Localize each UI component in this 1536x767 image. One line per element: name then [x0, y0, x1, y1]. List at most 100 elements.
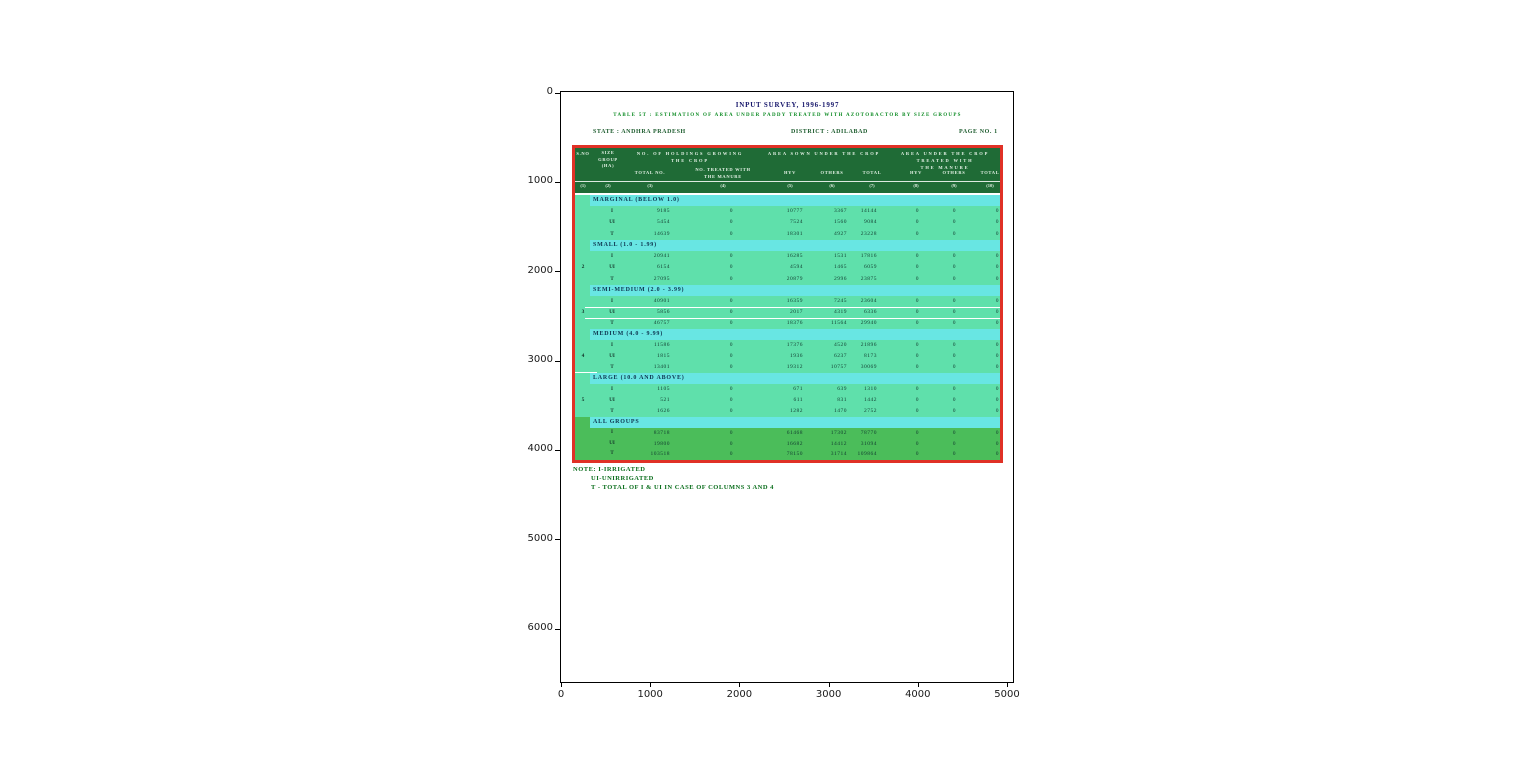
cell-value: 4594 — [790, 264, 803, 271]
cell-value: 0 — [729, 397, 733, 403]
y-tick-mark — [555, 539, 560, 541]
cell-value: 1470 — [834, 408, 847, 414]
x-tick-mark — [828, 682, 830, 687]
cell-value: 639 — [837, 386, 847, 392]
table-row: T 46757 0 18376 11564 29940 0 0 0 — [575, 318, 1000, 329]
note-line-1: NOTE: I-IRRIGATED — [573, 466, 646, 473]
row-separator — [585, 306, 1000, 308]
table-row: UI 5454 0 7524 1560 9084 0 0 0 — [575, 217, 1000, 228]
cell-value: 9084 — [864, 219, 877, 226]
x-tick-label: 4000 — [905, 689, 931, 700]
cell-value: 0 — [915, 397, 919, 403]
cell-value: 1560 — [834, 219, 847, 226]
x-tick-label: 3000 — [815, 689, 842, 700]
cell-value: 6237 — [834, 353, 847, 359]
y-tick-label: 5000 — [527, 532, 553, 544]
cell-value: 19312 — [786, 364, 803, 370]
irrigation-status-label: T — [610, 365, 614, 370]
table-row: T 1626 0 1282 1470 2752 0 0 0 — [575, 406, 1000, 417]
cell-value: 0 — [952, 408, 956, 414]
y-tick-mark — [555, 271, 560, 273]
cell-value: 0 — [995, 364, 999, 370]
irrigation-status-label: UI — [609, 398, 615, 403]
x-tick-mark — [1007, 682, 1008, 687]
size-group-band: MEDIUM (4.0 - 9.99) — [590, 329, 1000, 340]
cell-value: 0 — [729, 219, 733, 226]
cell-value: 9185 — [657, 208, 670, 214]
cell-value: 0 — [729, 264, 733, 271]
irrigation-status-label: I — [611, 430, 613, 435]
cell-value: 1282 — [790, 408, 803, 414]
cell-value: 0 — [915, 364, 919, 370]
table-row: UI 1815 0 1936 6237 8173 0 0 0 — [575, 351, 1000, 362]
table-row: T 103518 0 78150 31714 109864 0 0 0 — [575, 449, 1000, 460]
cell-value: 0 — [952, 230, 956, 237]
y-tick-mark — [555, 449, 560, 451]
irrigation-status-label: I — [611, 254, 613, 259]
size-group-block: LARGE (10.0 AND ABOVE) 5 I 1105 0 671 639 1310 0… — [575, 371, 1000, 417]
cell-value: 13401 — [653, 364, 670, 370]
cell-value: 46757 — [653, 320, 670, 326]
cell-value: 109864 — [857, 451, 877, 458]
size-group-block: SMALL (1.0 - 1.99) 2 I 20941 0 16285 1531 17816… — [575, 240, 1000, 285]
cell-value: 6154 — [657, 264, 670, 271]
cell-value: 0 — [915, 430, 919, 436]
document-title: INPUT SURVEY, 1996-1997 — [735, 101, 840, 109]
cell-value: 3367 — [834, 208, 847, 214]
cell-value: 10777 — [786, 208, 803, 214]
y-tick-label: 1000 — [527, 175, 553, 187]
irrigation-status-label: T — [610, 409, 614, 414]
header-sub-col: OTHERS — [820, 170, 844, 175]
header-holdings-group: NO. OF HOLDINGS GROWING THE CROP — [636, 151, 744, 163]
cell-value: 4520 — [834, 342, 847, 348]
table-row: T 14639 0 18301 4927 23228 0 0 0 — [575, 229, 1000, 240]
cell-value: 103518 — [650, 451, 670, 458]
cell-value: 0 — [729, 386, 733, 392]
document-subtitle: TABLE 5T : ESTIMATION OF AREA UNDER PADD… — [613, 113, 962, 118]
y-tick-label: 6000 — [527, 622, 553, 633]
cell-value: 0 — [995, 397, 999, 403]
serial-number: 4 — [581, 353, 585, 359]
cell-value: 0 — [729, 275, 733, 282]
header-area-sown-group: AREA SOWN UNDER THE CROP — [767, 151, 881, 156]
cell-value: 1310 — [864, 386, 877, 392]
column-number: (8) — [913, 183, 919, 188]
table-row: I 40901 0 16359 7245 23604 0 0 0 — [575, 296, 1000, 307]
cell-value: 0 — [995, 386, 999, 392]
x-tick-mark — [739, 682, 741, 687]
size-group-band: SEMI-MEDIUM (2.0 - 3.99) — [590, 285, 1000, 296]
cell-value: 0 — [915, 320, 919, 326]
cell-value: 16285 — [786, 253, 803, 259]
size-group-label: LARGE (10.0 AND ABOVE) — [593, 375, 685, 381]
size-group-block: ALL GROUPS I 83718 0 61468 17302 78770 0 0 0 UI 198… — [575, 417, 1000, 460]
cell-value: 19800 — [653, 440, 670, 447]
partial-separator — [575, 371, 597, 373]
district-label: DISTRICT : ADILABAD — [791, 129, 868, 135]
cell-value: 0 — [995, 298, 999, 304]
header-sub-col: HYV — [909, 170, 923, 175]
y-tick-label: 0 — [546, 86, 553, 97]
cell-value: 0 — [729, 230, 733, 237]
cell-value: 0 — [729, 451, 733, 458]
y-tick-label: 2000 — [527, 264, 553, 276]
cell-value: 0 — [729, 253, 733, 259]
x-tick-mark — [917, 682, 919, 687]
y-tick-mark — [555, 628, 560, 630]
cell-value: 61468 — [786, 430, 803, 436]
cell-value: 0 — [729, 309, 733, 315]
cell-value: 0 — [915, 309, 919, 315]
cell-value: 0 — [995, 353, 999, 359]
x-tick-label: 2000 — [726, 689, 753, 700]
table-header: S.NO SIZE GROUP (HA) NO. OF HOLDINGS GROWING… — [575, 148, 1000, 193]
table-row: T 13401 0 19312 10757 30069 0 0 0 — [575, 362, 1000, 373]
cell-value: 0 — [952, 364, 956, 370]
header-separator — [575, 193, 1000, 195]
irrigation-status-label: UI — [609, 354, 615, 359]
table-row: I 83718 0 61468 17302 78770 0 0 0 — [575, 428, 1000, 439]
cell-value: 23875 — [860, 275, 877, 282]
size-group-block: MEDIUM (4.0 - 9.99) 4 I 11586 0 17376 4520 2189… — [575, 329, 1000, 373]
cell-value: 0 — [915, 451, 919, 458]
header-area-treated-group: AREA UNDER THE CROP TREATED WITH THE MANU… — [900, 151, 990, 170]
size-group-band: LARGE (10.0 AND ABOVE) — [590, 373, 1000, 384]
irrigation-status-label: UI — [609, 440, 615, 446]
